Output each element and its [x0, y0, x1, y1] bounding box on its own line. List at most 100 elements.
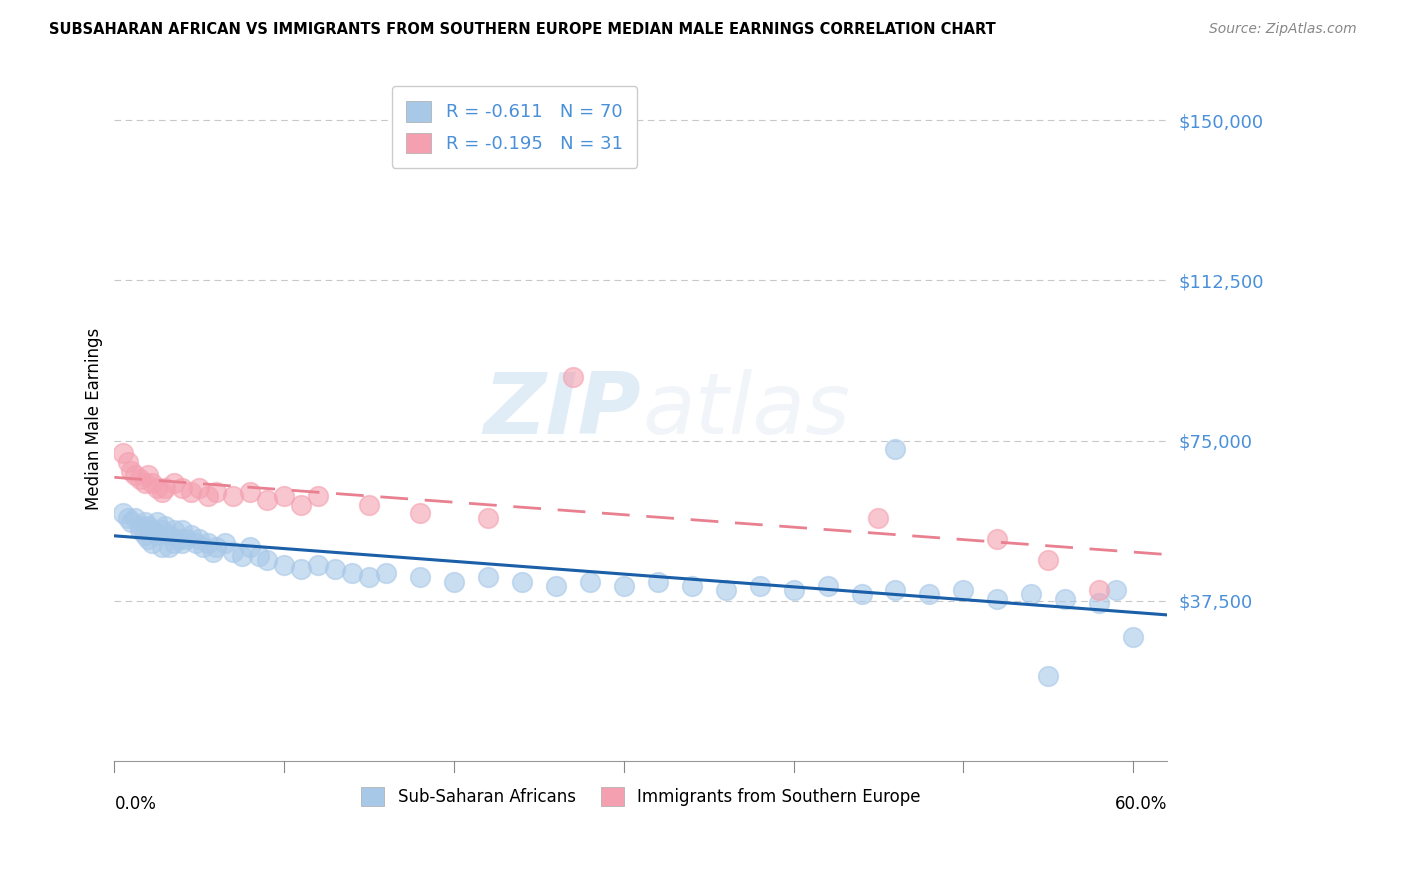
- Point: [239, 541, 262, 555]
- Point: [117, 455, 139, 469]
- Point: [201, 545, 224, 559]
- Point: [124, 467, 146, 482]
- Point: [141, 524, 163, 538]
- Point: [409, 570, 432, 584]
- Point: [1054, 591, 1077, 606]
- Point: [172, 481, 194, 495]
- Point: [918, 587, 941, 601]
- Point: [884, 442, 907, 457]
- Point: [197, 536, 219, 550]
- Point: [120, 515, 142, 529]
- Point: [141, 476, 163, 491]
- Point: [180, 484, 202, 499]
- Point: [191, 541, 214, 555]
- Point: [172, 536, 194, 550]
- Point: [359, 570, 381, 584]
- Point: [134, 527, 156, 541]
- Point: [1038, 553, 1060, 567]
- Point: [138, 519, 160, 533]
- Point: [409, 506, 432, 520]
- Point: [613, 579, 636, 593]
- Point: [172, 524, 194, 538]
- Point: [222, 545, 245, 559]
- Point: [163, 476, 186, 491]
- Point: [851, 587, 873, 601]
- Point: [150, 524, 173, 538]
- Point: [124, 510, 146, 524]
- Point: [579, 574, 602, 589]
- Legend: Sub-Saharan Africans, Immigrants from Southern Europe: Sub-Saharan Africans, Immigrants from So…: [353, 779, 929, 814]
- Point: [117, 510, 139, 524]
- Point: [323, 562, 346, 576]
- Point: [647, 574, 669, 589]
- Point: [146, 481, 169, 495]
- Point: [214, 536, 236, 550]
- Point: [205, 541, 228, 555]
- Point: [256, 553, 278, 567]
- Point: [157, 541, 180, 555]
- Point: [477, 510, 499, 524]
- Point: [157, 527, 180, 541]
- Point: [748, 579, 770, 593]
- Point: [359, 498, 381, 512]
- Point: [1105, 583, 1128, 598]
- Point: [134, 515, 156, 529]
- Point: [544, 579, 567, 593]
- Point: [307, 558, 329, 572]
- Point: [163, 524, 186, 538]
- Point: [167, 532, 190, 546]
- Text: atlas: atlas: [643, 369, 851, 452]
- Point: [188, 532, 211, 546]
- Point: [247, 549, 270, 563]
- Point: [174, 532, 197, 546]
- Point: [868, 510, 890, 524]
- Point: [1038, 668, 1060, 682]
- Point: [273, 489, 295, 503]
- Point: [150, 541, 173, 555]
- Point: [128, 519, 150, 533]
- Point: [138, 532, 160, 546]
- Text: 0.0%: 0.0%: [114, 796, 156, 814]
- Point: [205, 484, 228, 499]
- Point: [681, 579, 703, 593]
- Point: [1088, 583, 1111, 598]
- Point: [188, 481, 211, 495]
- Point: [239, 484, 262, 499]
- Point: [884, 583, 907, 598]
- Point: [111, 506, 134, 520]
- Text: ZIP: ZIP: [484, 369, 641, 452]
- Point: [375, 566, 398, 580]
- Point: [155, 519, 177, 533]
- Point: [1088, 596, 1111, 610]
- Point: [222, 489, 245, 503]
- Point: [256, 493, 278, 508]
- Point: [714, 583, 737, 598]
- Point: [146, 515, 169, 529]
- Point: [150, 484, 173, 499]
- Point: [1122, 630, 1144, 644]
- Point: [197, 489, 219, 503]
- Point: [120, 464, 142, 478]
- Point: [986, 591, 1008, 606]
- Text: 60.0%: 60.0%: [1115, 796, 1167, 814]
- Point: [155, 481, 177, 495]
- Point: [111, 446, 134, 460]
- Point: [307, 489, 329, 503]
- Point: [134, 476, 156, 491]
- Point: [163, 536, 186, 550]
- Point: [231, 549, 253, 563]
- Point: [138, 467, 160, 482]
- Point: [340, 566, 363, 580]
- Text: SUBSAHARAN AFRICAN VS IMMIGRANTS FROM SOUTHERN EUROPE MEDIAN MALE EARNINGS CORRE: SUBSAHARAN AFRICAN VS IMMIGRANTS FROM SO…: [49, 22, 995, 37]
- Point: [443, 574, 465, 589]
- Point: [180, 527, 202, 541]
- Point: [817, 579, 839, 593]
- Point: [477, 570, 499, 584]
- Point: [146, 527, 169, 541]
- Point: [782, 583, 804, 598]
- Point: [273, 558, 295, 572]
- Point: [184, 536, 207, 550]
- Point: [510, 574, 533, 589]
- Point: [986, 532, 1008, 546]
- Point: [952, 583, 974, 598]
